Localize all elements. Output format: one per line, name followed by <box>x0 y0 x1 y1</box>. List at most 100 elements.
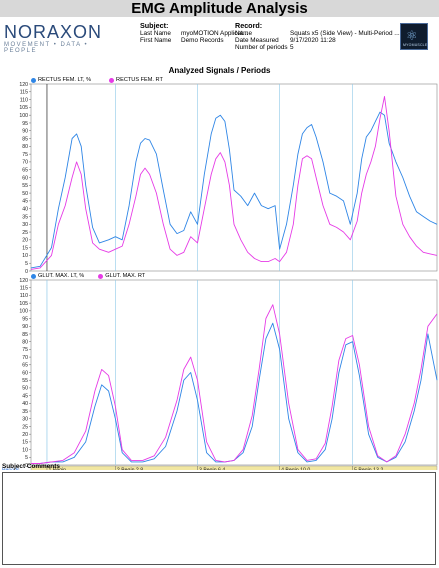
badge-label: MYOMUSCLE <box>403 43 428 47</box>
y-tick-label: 110 <box>20 293 28 299</box>
logo-tagline: MOVEMENT • DATA • PEOPLE <box>4 42 89 54</box>
legend-swatch-rt <box>98 273 104 279</box>
y-tick-label: 0 <box>25 463 28 469</box>
series-line-lt <box>31 322 438 464</box>
legend-swatch-lt <box>31 273 36 279</box>
legend-label: RECTUS FEM. LT, % <box>38 77 92 83</box>
y-tick-label: 80 <box>22 339 28 345</box>
y-tick-label: 65 <box>22 363 28 369</box>
record-heading: Record: <box>235 21 263 30</box>
y-tick-label: 15 <box>22 245 28 251</box>
plot-area <box>30 279 438 466</box>
period-band <box>30 465 438 470</box>
series-line-rt <box>31 304 438 464</box>
record-block: Record: Name Squats x5 (Side View) - Mul… <box>235 21 400 52</box>
y-tick-label: 75 <box>22 152 28 158</box>
noraxon-logo: NORAXON MOVEMENT • DATA • PEOPLE <box>4 22 104 54</box>
period-label: 1 Begin <box>48 468 66 471</box>
subject-row: First Name Demo Records <box>140 37 248 44</box>
record-value: 5 <box>290 44 294 51</box>
chart-title: Analyzed Signals / Periods <box>168 66 271 75</box>
y-tick-label: 100 <box>19 309 28 315</box>
period-label: 2 Begin 2.8 <box>117 468 143 471</box>
record-value: 9/17/2020 11:28 <box>290 37 336 44</box>
series-line-lt <box>30 111 438 269</box>
y-tick-label: 10 <box>22 253 28 259</box>
subject-value: myoMOTION Applicat... <box>181 30 249 37</box>
legend-top: RECTUS FEM. LT, % RECTUS FEM. RT <box>31 77 163 83</box>
y-tick-label: 95 <box>22 121 28 127</box>
y-tick-label: 20 <box>22 238 28 244</box>
y-tick-label: 90 <box>22 129 28 135</box>
muscle-figure-icon: ⚛ <box>406 28 418 43</box>
y-tick-label: 5 <box>25 261 28 267</box>
comments-box[interactable] <box>2 472 436 565</box>
period-label: 3 Begin 6.4 <box>199 468 225 471</box>
record-label: Number of periods <box>235 44 288 51</box>
subject-heading: Subject: <box>140 21 169 30</box>
y-tick-label: 80 <box>22 144 28 150</box>
y-tick-label: 115 <box>20 90 28 96</box>
subject-block: Subject: Last Name myoMOTION Applicat...… <box>140 21 248 45</box>
y-tick-label: 55 <box>22 378 28 384</box>
legend-label: RECTUS FEM. RT <box>116 77 163 83</box>
periods-label: Periods <box>2 468 20 471</box>
record-value: Squats x5 (Side View) - Multi-Period ... <box>290 30 400 37</box>
y-tick-label: 50 <box>22 191 28 197</box>
y-tick-label: 40 <box>22 401 28 407</box>
y-tick-label: 5 <box>25 455 28 461</box>
record-label: Name <box>235 30 253 37</box>
period-label: 4 Begin 10.0 <box>281 468 310 471</box>
y-tick-label: 90 <box>22 324 28 330</box>
y-tick-label: 35 <box>22 214 28 220</box>
legend-swatch-rt <box>109 77 115 83</box>
y-tick-label: 75 <box>22 347 28 353</box>
y-tick-label: 120 <box>19 82 28 88</box>
y-tick-label: 55 <box>22 183 28 189</box>
y-tick-label: 60 <box>22 175 28 181</box>
y-tick-label: 70 <box>22 355 28 361</box>
legend-swatch-lt <box>31 77 36 83</box>
series-line-rt <box>30 96 438 270</box>
y-tick-label: 25 <box>22 424 28 430</box>
legend-label: GLUT. MAX. RT <box>105 273 146 279</box>
subject-label: Last Name <box>140 30 171 37</box>
plot-area <box>30 83 438 272</box>
y-tick-label: 20 <box>22 432 28 438</box>
myomuscle-badge: ⚛ MYOMUSCLE <box>400 23 428 50</box>
y-tick-label: 30 <box>22 222 28 228</box>
logo-wordmark: NORAXON <box>4 22 103 42</box>
record-label: Date Measured <box>235 37 279 44</box>
y-tick-label: 0 <box>25 269 28 275</box>
y-tick-label: 50 <box>22 386 28 392</box>
y-tick-label: 60 <box>22 370 28 376</box>
y-tick-label: 45 <box>22 199 28 205</box>
y-tick-label: 30 <box>22 417 28 423</box>
legend-bottom: GLUT. MAX. LT, % GLUT. MAX. RT <box>31 273 145 279</box>
record-row: Name Squats x5 (Side View) - Multi-Perio… <box>235 30 400 37</box>
y-tick-label: 15 <box>22 440 28 446</box>
legend-label: GLUT. MAX. LT, % <box>38 273 85 279</box>
y-tick-label: 45 <box>22 393 28 399</box>
y-tick-label: 25 <box>22 230 28 236</box>
subject-label: First Name <box>140 37 172 44</box>
y-tick-label: 65 <box>22 168 28 174</box>
subject-value: Demo Records <box>181 37 224 44</box>
y-tick-label: 110 <box>20 97 28 103</box>
y-tick-label: 120 <box>19 278 28 284</box>
y-tick-label: 95 <box>22 316 28 322</box>
y-tick-label: 85 <box>22 332 28 338</box>
subject-row: Last Name myoMOTION Applicat... <box>140 30 248 37</box>
y-tick-label: 105 <box>19 105 28 111</box>
record-row: Date Measured 9/17/2020 11:28 <box>235 37 400 44</box>
y-tick-label: 105 <box>19 301 28 307</box>
y-tick-label: 35 <box>22 409 28 415</box>
period-label: 5 Begin 13.2 <box>354 468 383 471</box>
y-tick-label: 40 <box>22 206 28 212</box>
page-title: EMG Amplitude Analysis <box>0 0 439 17</box>
y-tick-label: 100 <box>19 113 28 119</box>
emg-chart: 0510152025303540455055606570758085909510… <box>2 82 438 471</box>
y-tick-label: 70 <box>22 160 28 166</box>
comments-heading: Subject Comments <box>2 463 60 470</box>
y-tick-label: 85 <box>22 136 28 142</box>
